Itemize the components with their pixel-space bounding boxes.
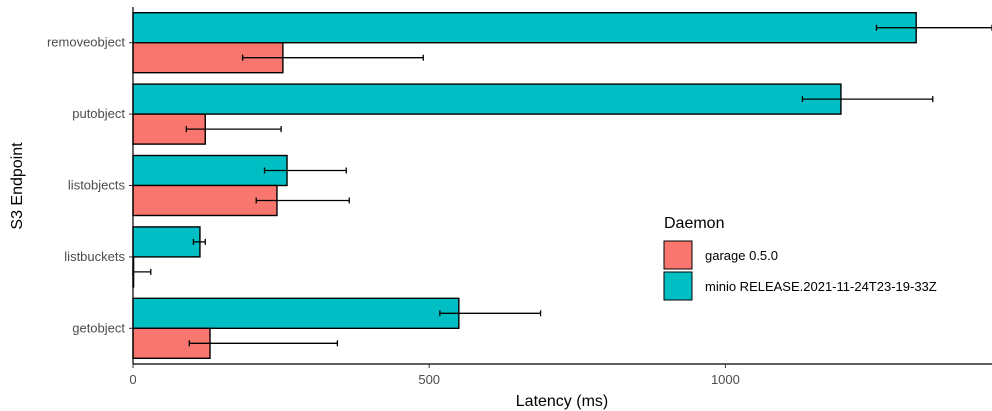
y-axis-title: S3 Endpoint — [9, 142, 26, 230]
error-bar-garage-listobjects — [255, 197, 350, 204]
bars-layer — [132, 11, 917, 359]
error-bars-layer — [132, 24, 992, 347]
legend-title: Daemon — [664, 215, 724, 232]
x-axis-title: Latency (ms) — [516, 393, 608, 410]
y-ticks-layer: removeobject putobject listobjects listbuck… — [47, 35, 133, 335]
error-bar-minio-listobjects — [263, 167, 347, 174]
y-tick-label: listobjects — [68, 178, 126, 193]
error-bar-garage-listbuckets — [132, 268, 152, 275]
error-bar-garage-removeobject — [241, 54, 424, 61]
x-tick-label: 0 — [129, 372, 136, 387]
x-ticks-layer: 0 500 1000 — [129, 364, 740, 387]
bar-minio-putobject — [132, 83, 842, 115]
bar-minio-getobject — [132, 297, 460, 329]
bar-minio-removeobject — [132, 11, 917, 44]
error-bar-garage-putobject — [185, 126, 282, 133]
error-bar-minio-getobject — [439, 310, 542, 317]
y-tick-label: putobject — [72, 106, 125, 121]
bar-garage-listobjects — [132, 184, 278, 217]
error-bar-minio-putobject — [801, 96, 934, 103]
x-tick-label: 1000 — [711, 372, 740, 387]
bar-minio-listbuckets — [132, 226, 201, 258]
legend-label-minio: minio RELEASE.2021-11-24T23-19-33Z — [705, 279, 937, 294]
error-bar-minio-listbuckets — [192, 238, 206, 245]
error-bar-minio-removeobject — [875, 24, 992, 31]
legend: Daemon garage 0.5.0 minio RELEASE.2021-1… — [663, 215, 937, 301]
error-bar-garage-getobject — [188, 340, 339, 347]
y-tick-label: listbuckets — [64, 249, 125, 264]
legend-swatch-minio — [663, 271, 693, 301]
legend-label-garage: garage 0.5.0 — [705, 248, 778, 263]
y-tick-label: getobject — [72, 320, 125, 335]
x-tick-label: 500 — [418, 372, 440, 387]
y-tick-label: removeobject — [47, 35, 125, 50]
legend-swatch-garage — [663, 240, 693, 270]
